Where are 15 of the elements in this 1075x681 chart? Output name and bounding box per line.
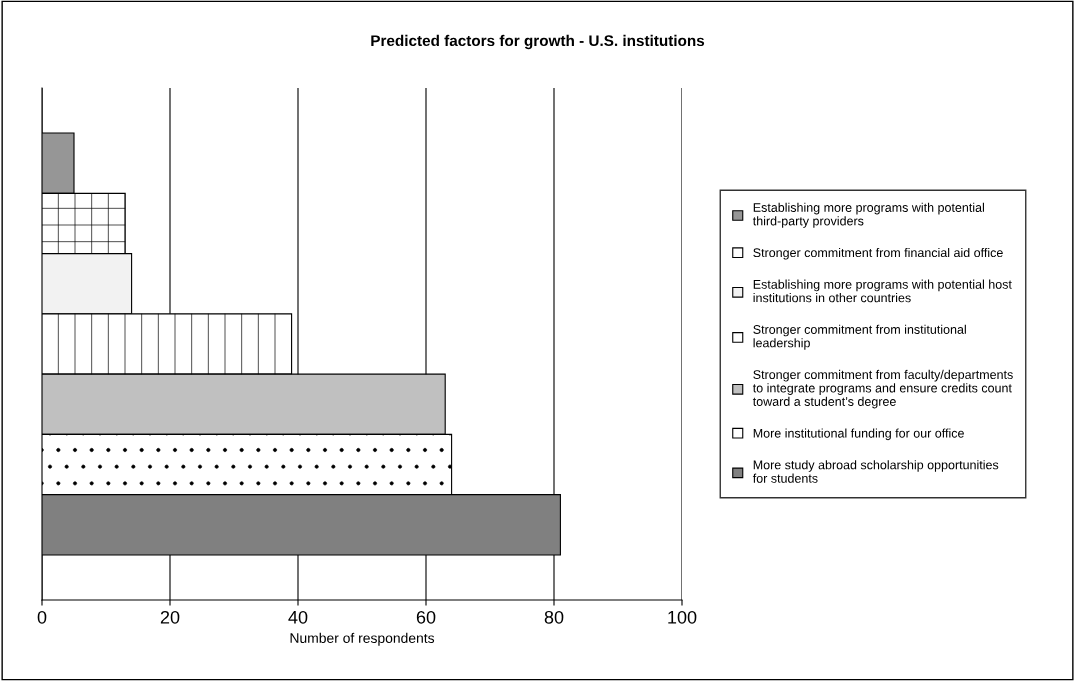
legend-label: Stronger commitment from faculty/departments to integrate programs and ensure credits count toward a student’s degree bbox=[752, 369, 1013, 409]
x-tick-label: 80 bbox=[544, 610, 564, 624]
legend-label: More institutional funding for our office bbox=[753, 428, 964, 441]
legend-label: Stronger commitment from institutional leadership bbox=[753, 324, 966, 350]
x-tick-label: 60 bbox=[416, 610, 436, 624]
legend-label: Establishing more programs with potential host institutions in other countries bbox=[753, 279, 1012, 303]
x-tick-label: 40 bbox=[288, 610, 308, 624]
legend-label: More study abroad scholarship opportunities for students bbox=[752, 460, 999, 483]
x-tick-label: 0 bbox=[37, 610, 47, 624]
legend-label: Stronger commitment from financial aid office bbox=[753, 247, 1003, 260]
x-axis-title: Number of respondents bbox=[290, 632, 435, 646]
x-tick-label: 100 bbox=[668, 610, 697, 624]
chart-title: Predicted factors for growth - U.S. institutions bbox=[371, 34, 705, 50]
legend-label: Establishing more programs with potential third-party providers bbox=[752, 202, 984, 228]
x-tick-label: 20 bbox=[160, 610, 180, 624]
